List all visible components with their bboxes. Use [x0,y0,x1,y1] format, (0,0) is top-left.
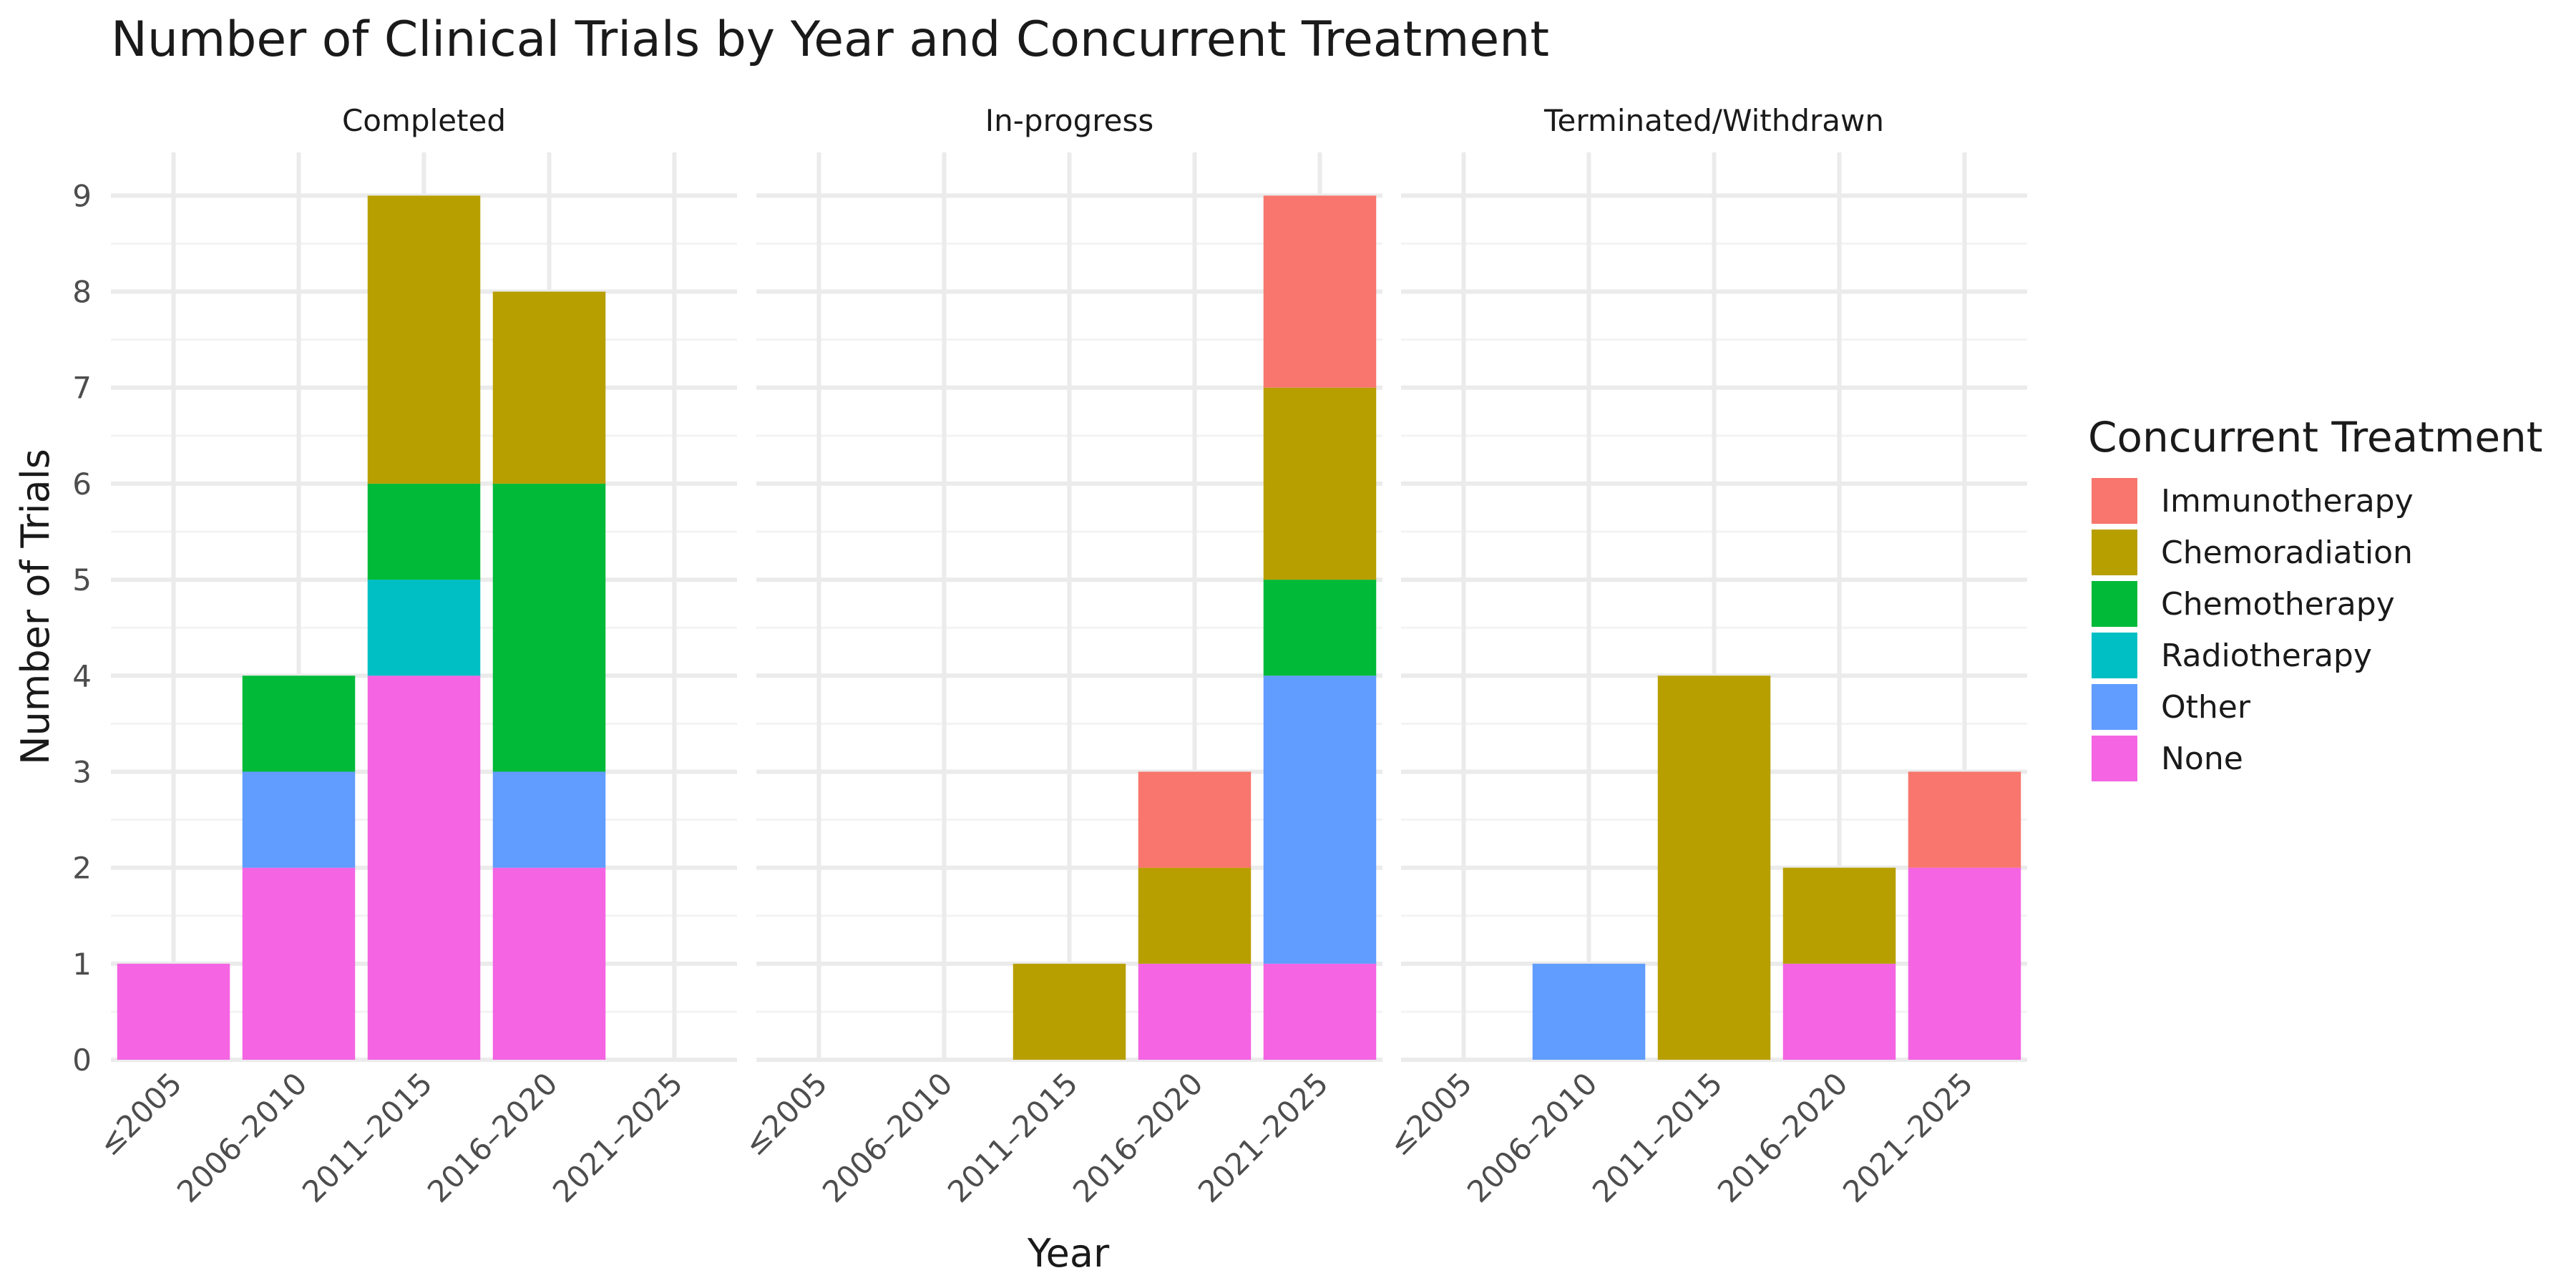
legend-label: None [2161,741,2243,777]
panel-title: Terminated/Withdrawn [1543,103,1884,138]
panel-in-progress: In-progress ≤20052006–20102011–20152016–2… [737,103,1382,1209]
bar-completed-none-1 [242,867,356,1060]
bar-terminated-withdrawn-none-3 [1782,963,1896,1060]
x-tick-label: 2006–2010 [170,1065,314,1209]
bar-terminated-withdrawn-immunotherapy-4 [1908,771,2021,868]
bar-completed-chemotherapy-2 [367,483,481,580]
legend-swatch [2092,478,2137,524]
x-tick-label: ≤2005 [737,1065,834,1162]
bar-in-progress-chemoradiation-3 [1138,867,1252,964]
bar-in-progress-chemoradiation-4 [1263,387,1377,580]
y-tick-label: 1 [72,947,92,982]
legend-item-chemoradiation: Chemoradiation [2092,530,2413,575]
x-tick-label: 2006–2010 [1460,1065,1604,1209]
legend-title: Concurrent Treatment [2088,413,2543,462]
bar-in-progress-chemotherapy-4 [1263,580,1377,676]
bar-in-progress-chemoradiation-2 [1013,963,1126,1060]
y-axis-title: Number of Trials [13,449,58,765]
bar-in-progress-none-3 [1138,963,1252,1060]
legend-label: Chemotherapy [2161,586,2395,623]
bar-completed-chemoradiation-2 [367,195,481,484]
legend-swatch [2092,684,2137,730]
legend-label: Immunotherapy [2161,483,2414,519]
legend-label: Chemoradiation [2161,535,2413,571]
bar-completed-chemotherapy-1 [242,675,356,772]
chart-title: Number of Clinical Trials by Year and Co… [111,11,1549,68]
panel-title: In-progress [985,103,1153,138]
x-tick-label: 2011–2015 [941,1065,1085,1209]
y-tick-label: 3 [72,754,92,789]
x-tick-label: 2011–2015 [296,1065,439,1209]
legend: Concurrent Treatment Immunotherapy Chemora… [2088,413,2543,781]
bar-completed-other-1 [242,771,356,868]
bar-terminated-withdrawn-chemoradiation-2 [1657,675,1771,1060]
legend-item-immunotherapy: Immunotherapy [2092,478,2414,524]
bar-in-progress-none-4 [1263,963,1377,1060]
x-tick-label: 2016–2020 [421,1065,565,1209]
x-tick-label: 2021–2025 [1836,1065,1980,1209]
legend-swatch [2092,633,2137,678]
legend-swatch [2092,581,2137,627]
x-axis-title: Year [1027,1231,1110,1276]
legend-item-radiotherapy: Radiotherapy [2092,633,2372,678]
bar-completed-none-2 [367,675,481,1060]
panel-terminated-withdrawn: Terminated/Withdrawn ≤20052006–20102011–2… [1382,103,2027,1209]
x-tick-label: 2016–2020 [1066,1065,1210,1209]
facet-panels: Completed≤20052006–20102011–20152016–202… [72,103,2027,1209]
y-tick-label: 0 [72,1043,92,1078]
legend-swatch [2092,736,2137,781]
x-tick-label: ≤2005 [92,1065,188,1162]
panel-completed: Completed ≤20052006–20102011–20152016–202… [92,103,737,1209]
bar-completed-other-3 [492,771,606,868]
y-tick-label: 8 [72,275,92,310]
bar-completed-chemotherapy-3 [492,483,606,772]
bar-in-progress-immunotherapy-3 [1138,771,1252,868]
y-tick-label: 5 [72,562,92,597]
bar-terminated-withdrawn-none-4 [1908,867,2021,1060]
bar-in-progress-immunotherapy-4 [1263,195,1377,388]
x-tick-label: 2016–2020 [1711,1065,1855,1209]
legend-item-none: None [2092,736,2243,781]
y-tick-label: 6 [72,467,92,502]
bar-in-progress-other-4 [1263,675,1377,964]
x-tick-label: 2006–2010 [816,1065,960,1209]
legend-item-chemotherapy: Chemotherapy [2092,581,2395,627]
legend-label: Radiotherapy [2161,638,2372,674]
bar-completed-radiotherapy-2 [367,580,481,676]
x-tick-label: 2021–2025 [1191,1065,1335,1209]
bar-completed-chemoradiation-3 [492,291,606,484]
legend-item-other: Other [2092,684,2251,730]
legend-label: Other [2161,689,2251,726]
x-tick-label: 2021–2025 [546,1065,690,1209]
y-tick-label: 4 [72,658,92,693]
bar-terminated-withdrawn-other-1 [1532,963,1646,1060]
legend-swatch [2092,530,2137,575]
y-tick-label: 7 [72,371,92,406]
y-tick-label: 2 [72,851,92,886]
panel-title: Completed [342,103,506,138]
x-tick-label: ≤2005 [1382,1065,1478,1162]
bar-terminated-withdrawn-chemoradiation-3 [1782,867,1896,964]
bar-completed-none-3 [492,867,606,1060]
bar-completed-none-0 [117,963,230,1060]
x-tick-label: 2011–2015 [1586,1065,1729,1209]
y-tick-label: 9 [72,178,92,213]
